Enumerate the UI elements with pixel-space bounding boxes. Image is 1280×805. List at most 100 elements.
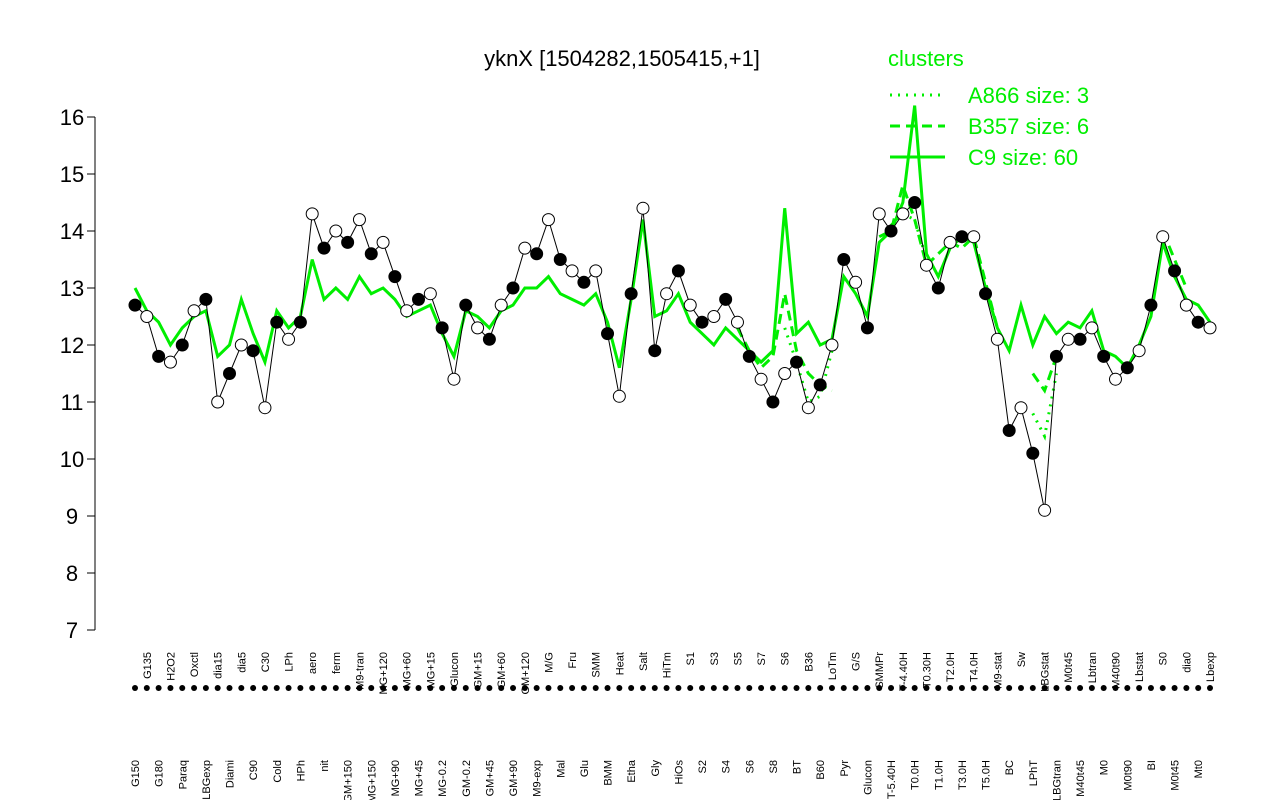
expression-point [175, 338, 189, 352]
x-tick-dot [710, 685, 717, 691]
expression-point [246, 344, 260, 358]
expression-point [1108, 372, 1122, 386]
x-tick-label: GM-0.2 [461, 760, 473, 797]
x-tick-dot [498, 685, 505, 691]
y-tick-label: 15 [60, 162, 84, 187]
x-tick-label: S0 [1158, 652, 1170, 665]
expression-point [671, 264, 685, 278]
x-tick-dot [994, 685, 1001, 691]
x-tick-label: Paraq [177, 760, 189, 789]
x-tick-label: M9-exp [532, 760, 544, 797]
x-tick-dot [1065, 685, 1072, 691]
x-tick-label: S6 [744, 760, 756, 773]
expression-point [1014, 401, 1028, 415]
x-tick-label: LoTm [827, 652, 839, 680]
x-tick-dot [1195, 685, 1202, 691]
x-tick-label: BI [1146, 760, 1158, 770]
x-tick-dot [356, 685, 363, 691]
x-tick-label: M40t45 [1075, 760, 1087, 797]
x-tick-dot [332, 685, 339, 691]
x-tick-dot [1077, 685, 1084, 691]
x-tick-dot [1017, 685, 1024, 691]
x-tick-dot [510, 685, 517, 691]
expression-point [990, 332, 1004, 346]
expression-point [1203, 321, 1217, 335]
x-tick-label: LPhT [1028, 760, 1040, 787]
x-tick-dot [699, 685, 706, 691]
expression-point [742, 349, 756, 363]
expression-point [790, 355, 804, 369]
expression-point [234, 338, 248, 352]
expression-point [837, 253, 851, 266]
expression-point [849, 275, 863, 289]
x-tick-dot [462, 685, 469, 691]
x-tick-label: Sw [1016, 652, 1028, 667]
expression-point [730, 315, 744, 329]
expression-point [541, 213, 555, 227]
x-tick-dot [143, 685, 150, 691]
x-tick-label: H2O2 [165, 652, 177, 681]
y-tick-label: 13 [60, 276, 84, 301]
x-tick-label: dia15 [213, 652, 225, 679]
expression-point [223, 367, 237, 380]
x-tick-label: Pyr [839, 760, 851, 777]
expression-point [270, 315, 284, 329]
x-tick-dot [238, 685, 245, 691]
expression-point [506, 281, 520, 295]
x-tick-label: T1.0H [933, 760, 945, 790]
expression-point [152, 349, 166, 363]
x-tick-dot [427, 685, 434, 691]
x-tick-label: M/G [543, 652, 555, 673]
x-tick-label: S8 [768, 760, 780, 773]
x-tick-dot [675, 685, 682, 691]
expression-point [1156, 230, 1170, 244]
expression-point [140, 310, 154, 323]
expression-point [187, 304, 201, 318]
x-tick-label: M9-tran [354, 652, 366, 690]
x-tick-dot [521, 685, 528, 691]
x-tick-dot [592, 685, 599, 691]
x-tick-label: BMM [603, 760, 615, 786]
expression-point [471, 321, 485, 335]
x-tick-label: T0.30H [921, 652, 933, 688]
x-tick-dot [202, 685, 209, 691]
y-tick-label: 11 [61, 390, 84, 415]
expression-point [648, 344, 662, 358]
expression-point [211, 395, 225, 409]
x-tick-label: MG+15 [425, 652, 437, 688]
x-tick-label: Glucon [449, 652, 461, 687]
x-tick-label: dia5 [236, 652, 248, 673]
x-tick-label: GM+15 [473, 652, 485, 688]
x-tick-dot [569, 685, 576, 691]
expression-point [754, 372, 768, 386]
y-tick-label: 14 [60, 219, 84, 244]
x-tick-label: Diami [225, 760, 237, 788]
x-tick-dot [888, 685, 895, 691]
x-tick-label: G180 [154, 760, 166, 787]
x-tick-dot [391, 685, 398, 691]
x-tick-label: S4 [721, 760, 733, 773]
expression-point [352, 213, 366, 227]
expression-point [1191, 315, 1205, 329]
x-tick-dot [439, 685, 446, 691]
expression-point [1168, 264, 1182, 278]
x-tick-label: GM+120 [520, 652, 532, 695]
x-tick-label: Oxctl [189, 652, 201, 677]
x-tick-dot [935, 685, 942, 691]
x-tick-dot [911, 685, 918, 691]
x-tick-label: MG+90 [390, 760, 402, 796]
x-tick-dot [722, 685, 729, 691]
expression-point [683, 298, 697, 312]
x-tick-label: LBGtran [1051, 760, 1063, 800]
expression-point [1179, 298, 1193, 312]
x-tick-label: T3.0H [957, 760, 969, 790]
chart-title: yknX [1504282,1505415,+1] [484, 46, 760, 71]
x-tick-dot [639, 685, 646, 691]
expression-line [134, 201, 1211, 511]
x-tick-dot [132, 685, 138, 691]
x-tick-label: SMM [591, 652, 603, 678]
expression-point [364, 247, 378, 261]
x-tick-dot [167, 685, 174, 691]
x-tick-dot [403, 685, 410, 691]
expression-point [1061, 332, 1075, 346]
